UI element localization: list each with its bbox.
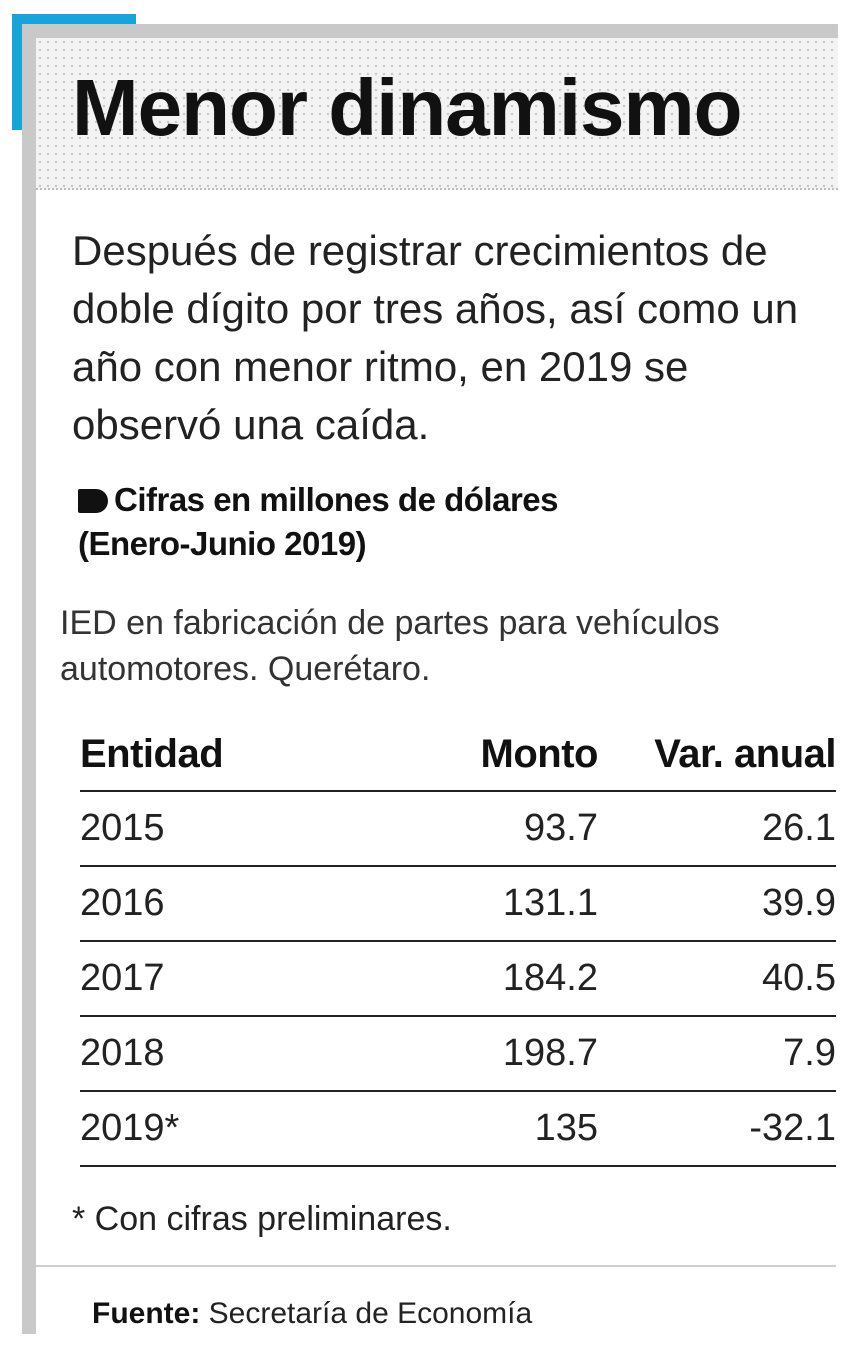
cell-amount: 184.2 — [380, 941, 598, 1017]
table-row: 2018 198.7 7.9 — [80, 1016, 836, 1092]
source-line: Fuente: Secretaría de Economía — [92, 1294, 532, 1334]
table-subtitle: IED en fabricación de partes para vehícu… — [60, 604, 720, 688]
cell-year: 2016 — [80, 866, 380, 942]
cell-annual-change: 26.1 — [598, 791, 836, 867]
figures-note: Cifras en millones de dólares (Enero-Jun… — [78, 478, 559, 566]
source-label: Fuente: — [92, 1297, 201, 1330]
page-title: Menor dinamismo — [72, 63, 743, 152]
cell-amount: 198.7 — [380, 1016, 598, 1092]
lead-paragraph: Después de registrar crecimientos de dob… — [72, 227, 799, 448]
column-header-annual-change: Var. anual — [598, 718, 837, 792]
source-text: Secretaría de Economía — [208, 1297, 533, 1330]
cell-annual-change: -32.1 — [598, 1091, 836, 1167]
cell-year: 2018 — [80, 1016, 380, 1092]
data-table: Entidad Monto Var. anual 2015 93.7 26.1 … — [80, 718, 837, 1167]
table-row: 2019* 135 -32.1 — [80, 1091, 836, 1167]
footer-divider — [36, 1265, 836, 1267]
table-row: 2016 131.1 39.9 — [80, 866, 836, 942]
accent-bar-top — [12, 14, 136, 24]
footnote: * Con cifras preliminares. — [72, 1200, 452, 1238]
figures-note-line-2: (Enero-Junio 2019) — [78, 525, 367, 562]
cell-annual-change: 40.5 — [598, 941, 836, 1017]
figures-note-text-1: Cifras en millones de dólares — [114, 481, 559, 518]
table-header-row: Entidad Monto Var. anual — [80, 718, 837, 792]
column-header-amount: Monto — [380, 718, 599, 792]
cell-year: 2019* — [80, 1091, 380, 1167]
cell-year: 2015 — [80, 791, 380, 867]
cell-amount: 135 — [380, 1091, 598, 1167]
frame-left-border — [22, 24, 36, 1334]
cell-annual-change: 7.9 — [598, 1016, 836, 1092]
table-row: 2015 93.7 26.1 — [80, 791, 836, 867]
cell-year: 2017 — [80, 941, 380, 1017]
cell-amount: 93.7 — [380, 791, 598, 867]
title-background — [36, 38, 838, 190]
accent-bar-side — [12, 14, 22, 130]
cell-amount: 131.1 — [380, 866, 598, 942]
frame-top-border — [22, 24, 838, 38]
column-header-entity: Entidad — [80, 718, 380, 792]
table-row: 2017 184.2 40.5 — [80, 941, 836, 1017]
figures-note-line-1: Cifras en millones de dólares — [78, 478, 559, 522]
cell-annual-change: 39.9 — [598, 866, 836, 942]
bullet-marker-icon — [78, 489, 108, 513]
